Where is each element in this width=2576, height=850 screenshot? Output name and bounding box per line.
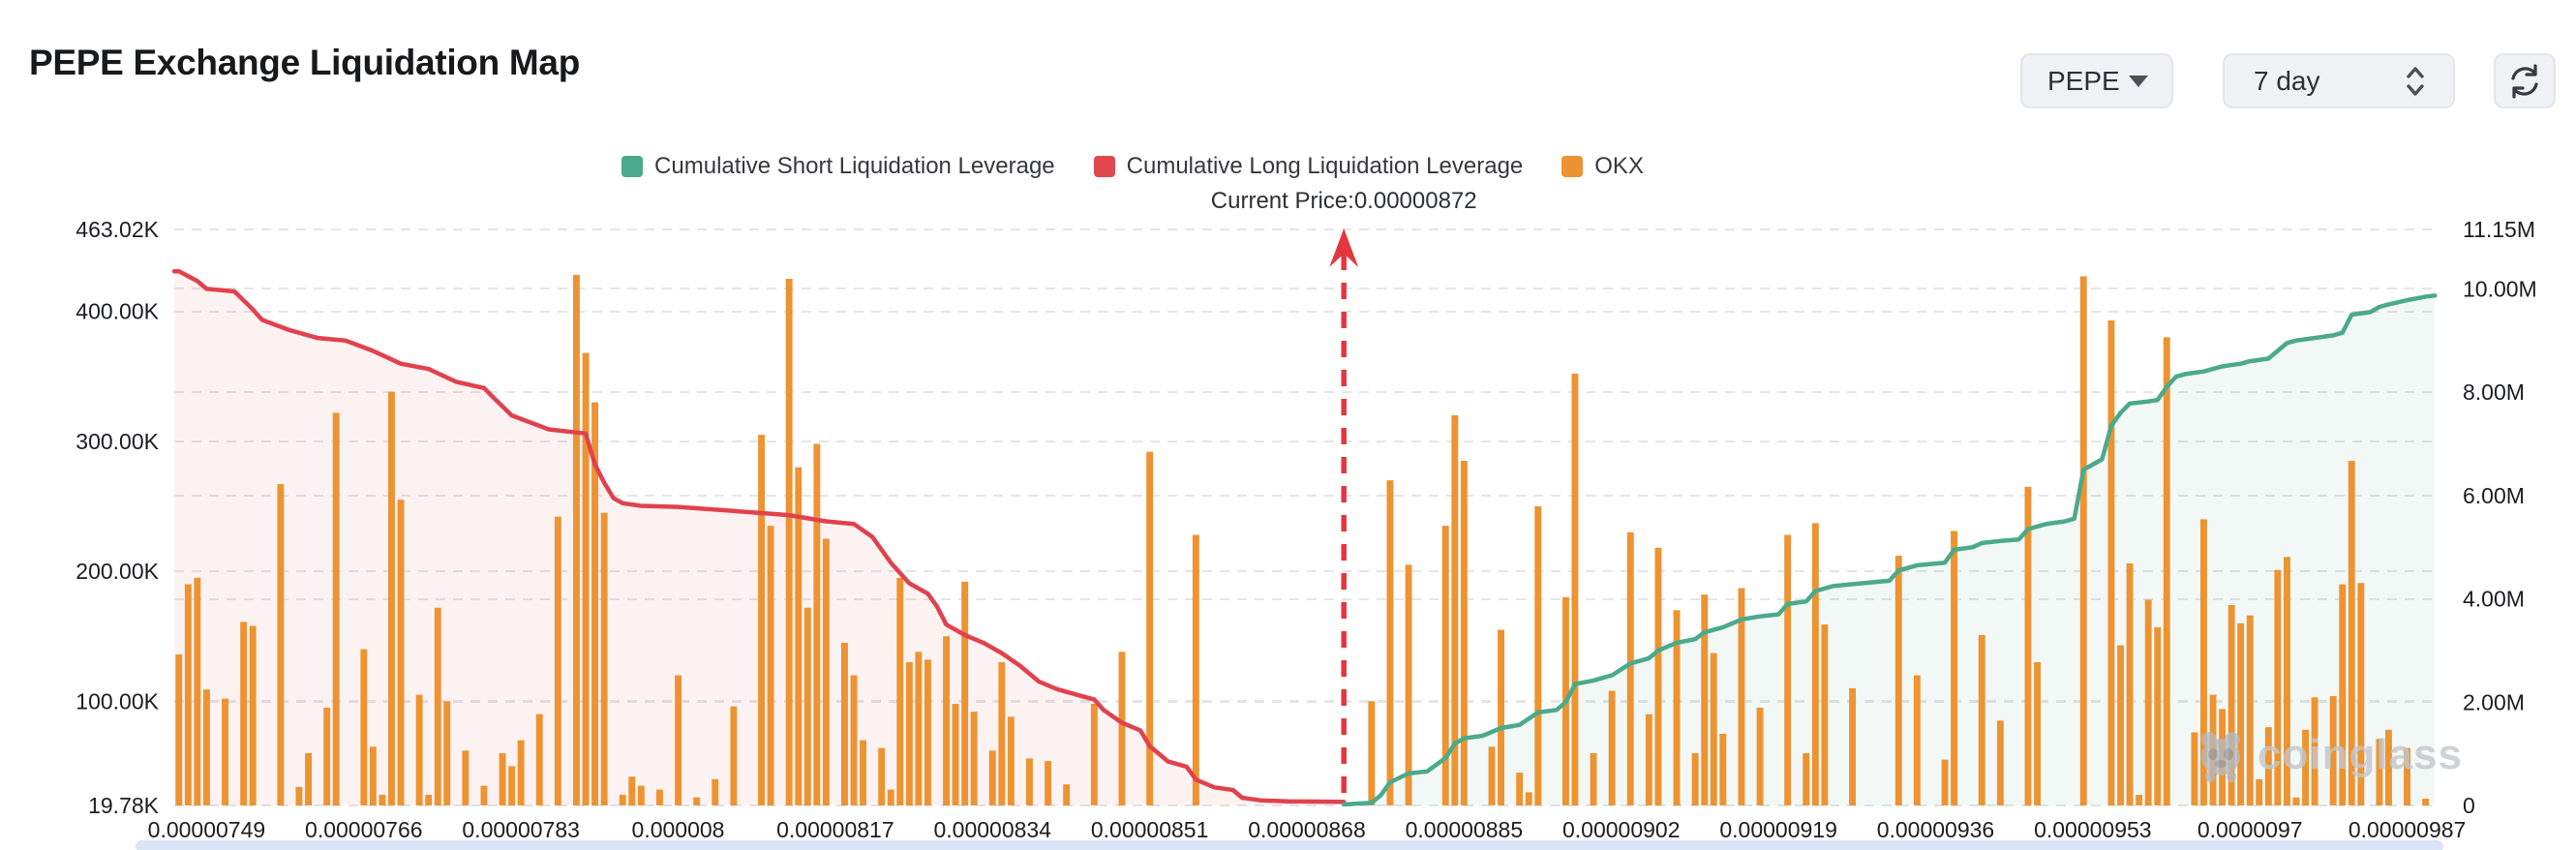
short-legend-label: Cumulative Short Liquidation Leverage bbox=[654, 153, 1055, 179]
legend-item-long[interactable]: Cumulative Long Liquidation Leverage bbox=[1093, 153, 1524, 180]
refresh-button[interactable] bbox=[2494, 53, 2556, 108]
chevron-down-icon bbox=[2129, 75, 2148, 87]
svg-text:0.000008: 0.000008 bbox=[632, 817, 725, 842]
svg-text:400.00K: 400.00K bbox=[76, 299, 159, 324]
svg-text:0.00000987: 0.00000987 bbox=[2349, 817, 2467, 842]
svg-text:0: 0 bbox=[2463, 793, 2475, 818]
svg-text:0.00000885: 0.00000885 bbox=[1406, 817, 1524, 842]
svg-text:11.15M: 11.15M bbox=[2463, 217, 2535, 242]
short-legend-swatch bbox=[621, 156, 644, 177]
svg-text:0.00000766: 0.00000766 bbox=[305, 817, 423, 842]
period-select[interactable]: 7 day bbox=[2223, 53, 2455, 108]
long-legend-label: Cumulative Long Liquidation Leverage bbox=[1126, 153, 1524, 179]
svg-text:4.00M: 4.00M bbox=[2463, 587, 2525, 612]
current-price-label: Current Price:0.00000872 bbox=[1210, 188, 1477, 214]
period-select-value: 7 day bbox=[2254, 65, 2320, 96]
legend-item-okx[interactable]: OKX bbox=[1561, 153, 1644, 180]
svg-text:100.00K: 100.00K bbox=[76, 688, 159, 713]
svg-text:0.00000868: 0.00000868 bbox=[1248, 817, 1366, 842]
legend-item-short[interactable]: Cumulative Short Liquidation Leverage bbox=[621, 153, 1055, 180]
svg-text:0.00000783: 0.00000783 bbox=[462, 817, 580, 842]
okx-legend-label: OKX bbox=[1594, 153, 1644, 179]
svg-text:19.78K: 19.78K bbox=[88, 793, 160, 818]
svg-text:8.00M: 8.00M bbox=[2463, 379, 2525, 405]
refresh-icon bbox=[2505, 62, 2544, 101]
okx-legend-swatch bbox=[1561, 156, 1584, 177]
chart-legend: Cumulative Short Liquidation Leverage Cu… bbox=[0, 153, 2265, 180]
long-legend-swatch bbox=[1093, 156, 1115, 177]
svg-text:10.00M: 10.00M bbox=[2463, 276, 2537, 301]
svg-text:0.00000851: 0.00000851 bbox=[1091, 817, 1209, 842]
svg-text:0.00000749: 0.00000749 bbox=[148, 817, 266, 842]
page-title: PEPE Exchange Liquidation Map bbox=[29, 43, 580, 82]
svg-text:2.00M: 2.00M bbox=[2463, 689, 2525, 714]
symbol-select-value: PEPE bbox=[2047, 65, 2120, 96]
svg-text:0.00000834: 0.00000834 bbox=[934, 817, 1052, 842]
svg-text:200.00K: 200.00K bbox=[76, 559, 159, 584]
svg-text:463.02K: 463.02K bbox=[76, 217, 159, 242]
svg-text:0.00000817: 0.00000817 bbox=[776, 817, 894, 842]
svg-text:0.0000097: 0.0000097 bbox=[2197, 817, 2303, 842]
svg-text:6.00M: 6.00M bbox=[2463, 483, 2525, 508]
svg-text:300.00K: 300.00K bbox=[76, 429, 159, 454]
svg-text:0.00000902: 0.00000902 bbox=[1562, 817, 1681, 842]
svg-text:0.00000953: 0.00000953 bbox=[2034, 817, 2152, 842]
symbol-select[interactable]: PEPE bbox=[2020, 53, 2173, 108]
up-down-chevrons-icon bbox=[2403, 65, 2428, 98]
svg-text:0.00000919: 0.00000919 bbox=[1719, 817, 1837, 842]
svg-text:0.00000936: 0.00000936 bbox=[1877, 817, 1995, 842]
chart-horizontal-scrollbar[interactable] bbox=[136, 840, 2443, 850]
